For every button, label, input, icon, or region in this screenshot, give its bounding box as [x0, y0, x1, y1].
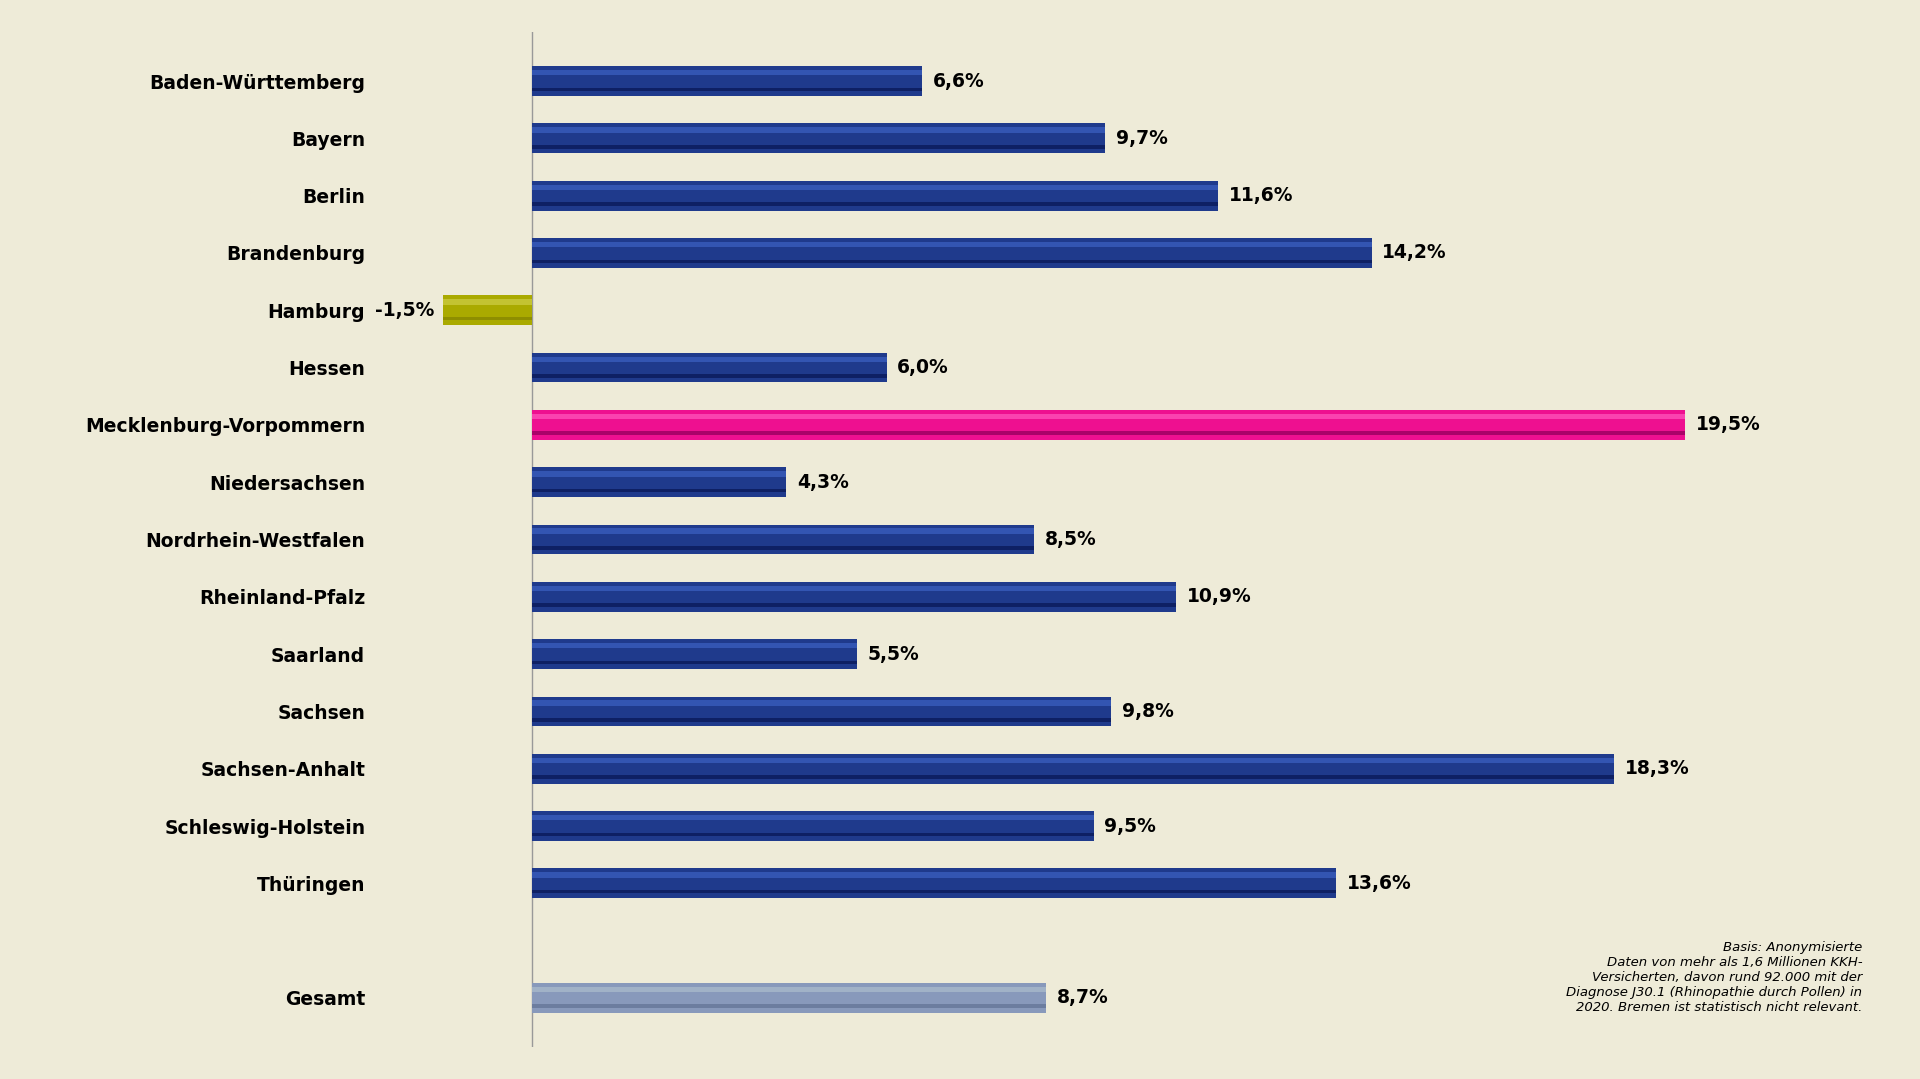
- Bar: [532, 776, 1615, 779]
- Bar: [532, 983, 1046, 1013]
- Bar: [532, 127, 1106, 133]
- Bar: [532, 353, 887, 382]
- Text: 19,5%: 19,5%: [1695, 415, 1761, 435]
- Text: Basis: Anonymisierte
Daten von mehr als 1,6 Millionen KKH-
Versicherten, davon r: Basis: Anonymisierte Daten von mehr als …: [1567, 941, 1862, 1014]
- Bar: [444, 296, 532, 325]
- Bar: [532, 546, 1035, 549]
- Text: -1,5%: -1,5%: [374, 301, 434, 319]
- Bar: [532, 754, 1615, 783]
- Bar: [532, 529, 1035, 534]
- Bar: [532, 700, 1112, 706]
- Text: 8,7%: 8,7%: [1058, 988, 1108, 1008]
- Text: 9,8%: 9,8%: [1121, 702, 1173, 721]
- Bar: [532, 66, 922, 96]
- Bar: [532, 718, 1112, 722]
- Text: 4,3%: 4,3%: [797, 473, 849, 492]
- Bar: [532, 869, 1336, 898]
- Bar: [532, 185, 1217, 190]
- Bar: [532, 472, 785, 477]
- Bar: [532, 242, 1371, 247]
- Bar: [532, 603, 1177, 606]
- Text: 8,5%: 8,5%: [1044, 530, 1096, 549]
- Bar: [532, 145, 1106, 149]
- Bar: [532, 414, 1686, 420]
- Bar: [532, 987, 1046, 993]
- Bar: [532, 260, 1371, 263]
- Bar: [532, 181, 1217, 210]
- Text: 6,6%: 6,6%: [933, 71, 985, 91]
- Bar: [532, 639, 856, 669]
- Bar: [532, 757, 1615, 763]
- Text: 18,3%: 18,3%: [1624, 760, 1690, 778]
- Bar: [532, 1005, 1046, 1008]
- Bar: [532, 660, 856, 665]
- Bar: [444, 299, 532, 304]
- Bar: [532, 123, 1106, 153]
- Text: 13,6%: 13,6%: [1346, 874, 1411, 892]
- Text: 9,5%: 9,5%: [1104, 817, 1156, 835]
- Bar: [532, 70, 922, 76]
- Bar: [532, 586, 1177, 591]
- Bar: [532, 374, 887, 378]
- Bar: [532, 833, 1094, 836]
- Bar: [532, 524, 1035, 555]
- Bar: [444, 317, 532, 320]
- Text: 5,5%: 5,5%: [868, 644, 920, 664]
- Bar: [532, 489, 785, 492]
- Text: 11,6%: 11,6%: [1229, 187, 1292, 205]
- Bar: [532, 582, 1177, 612]
- Bar: [532, 202, 1217, 206]
- Bar: [532, 697, 1112, 726]
- Bar: [532, 410, 1686, 440]
- Text: 9,7%: 9,7%: [1116, 128, 1167, 148]
- Text: 14,2%: 14,2%: [1382, 244, 1448, 262]
- Bar: [532, 432, 1686, 435]
- Bar: [532, 643, 856, 648]
- Bar: [532, 238, 1371, 268]
- Bar: [532, 356, 887, 361]
- Text: 10,9%: 10,9%: [1187, 587, 1252, 606]
- Text: 6,0%: 6,0%: [897, 358, 948, 377]
- Bar: [532, 467, 785, 497]
- Bar: [532, 890, 1336, 893]
- Bar: [532, 872, 1336, 877]
- Bar: [532, 811, 1094, 841]
- Bar: [532, 815, 1094, 820]
- Bar: [532, 87, 922, 92]
